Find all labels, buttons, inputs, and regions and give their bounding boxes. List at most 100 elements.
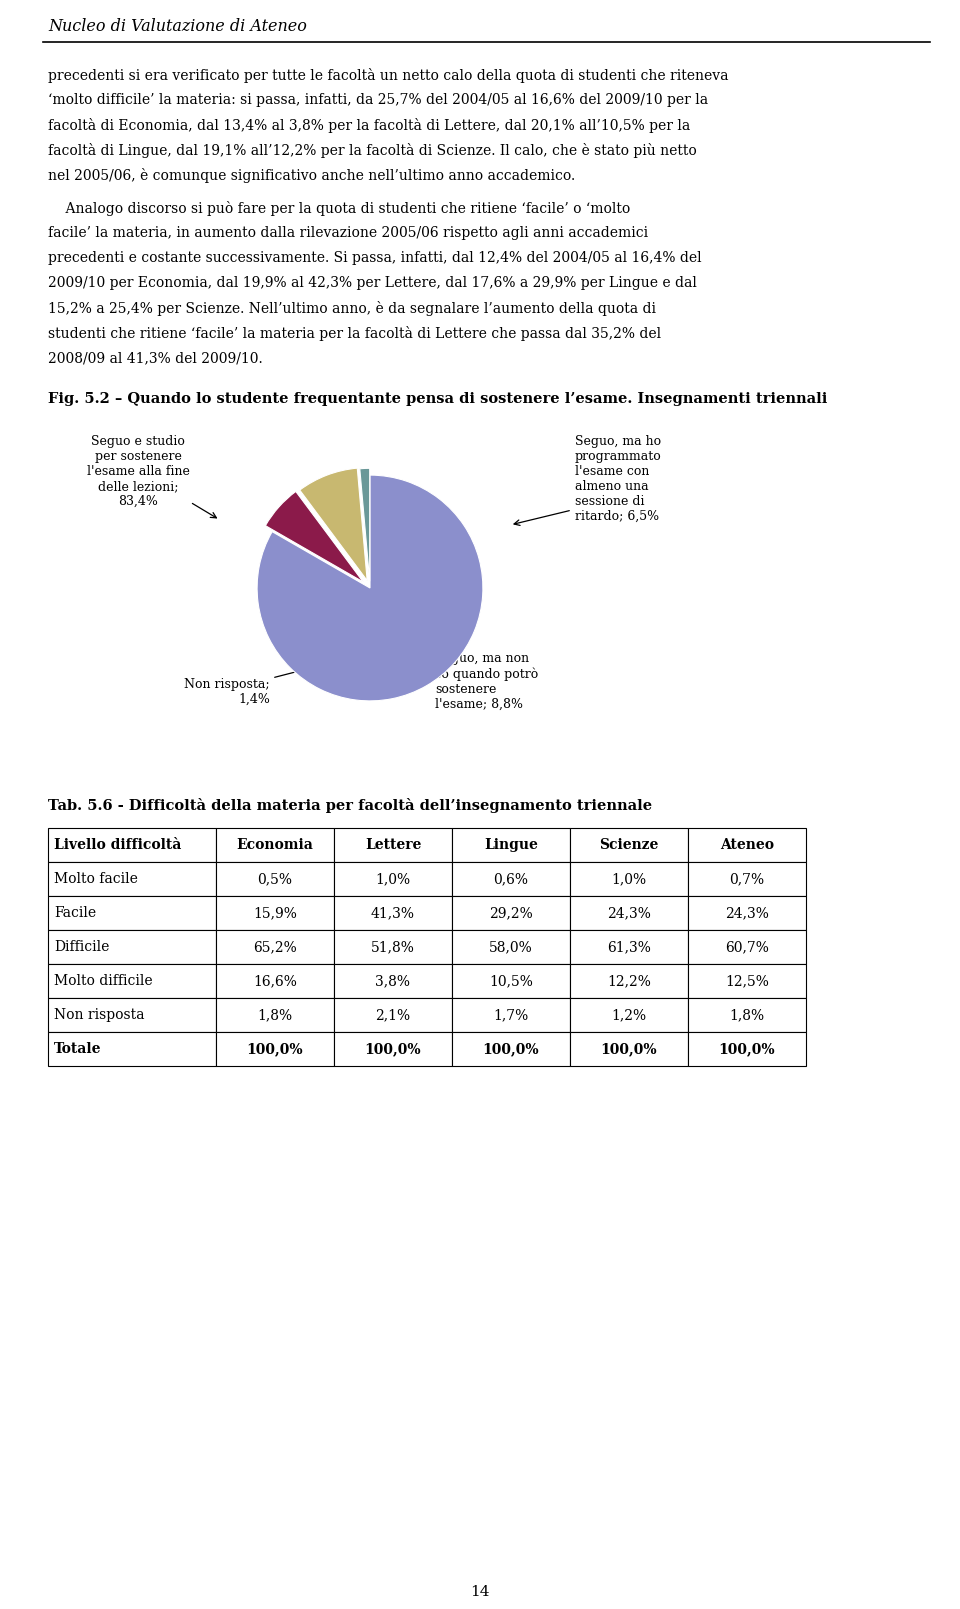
Text: 1,8%: 1,8%	[257, 1007, 293, 1022]
Bar	[688, 1031, 806, 1067]
Bar	[452, 964, 570, 998]
Bar	[48, 998, 216, 1031]
Text: 0,6%: 0,6%	[493, 872, 529, 887]
Text: Seguo, ma non
so quando potrò
sostenere
l'esame; 8,8%: Seguo, ma non so quando potrò sostenere …	[435, 652, 539, 711]
Bar	[452, 896, 570, 930]
Text: nel 2005/06, è comunque significativo anche nell’ultimo anno accademico.: nel 2005/06, è comunque significativo an…	[48, 167, 575, 183]
Text: 100,0%: 100,0%	[719, 1043, 776, 1056]
Text: Molto facile: Molto facile	[54, 872, 138, 887]
Bar	[216, 998, 334, 1031]
Text: 2008/09 al 41,3% del 2009/10.: 2008/09 al 41,3% del 2009/10.	[48, 351, 263, 365]
Text: Lingue: Lingue	[484, 838, 538, 853]
Bar	[570, 964, 688, 998]
Text: 12,2%: 12,2%	[607, 973, 651, 988]
Text: 100,0%: 100,0%	[365, 1043, 421, 1056]
Text: studenti che ritiene ‘facile’ la materia per la facoltà di Lettere che passa dal: studenti che ritiene ‘facile’ la materia…	[48, 327, 661, 341]
Bar	[216, 1031, 334, 1067]
Text: 41,3%: 41,3%	[371, 906, 415, 920]
Text: 12,5%: 12,5%	[725, 973, 769, 988]
Wedge shape	[257, 475, 483, 702]
Bar	[570, 896, 688, 930]
Bar	[216, 829, 334, 862]
Bar	[452, 998, 570, 1031]
Text: 100,0%: 100,0%	[601, 1043, 658, 1056]
Text: 24,3%: 24,3%	[607, 906, 651, 920]
Bar	[334, 998, 452, 1031]
Text: 2009/10 per Economia, dal 19,9% al 42,3% per Lettere, dal 17,6% a 29,9% per Ling: 2009/10 per Economia, dal 19,9% al 42,3%…	[48, 277, 697, 290]
Bar	[688, 930, 806, 964]
Text: 61,3%: 61,3%	[607, 940, 651, 954]
Text: 1,0%: 1,0%	[375, 872, 411, 887]
Bar	[452, 1031, 570, 1067]
Bar	[216, 930, 334, 964]
Bar	[334, 896, 452, 930]
Text: 14: 14	[470, 1585, 490, 1599]
Text: Analogo discorso si può fare per la quota di studenti che ritiene ‘facile’ o ‘mo: Analogo discorso si può fare per la quot…	[48, 201, 631, 216]
Bar	[570, 998, 688, 1031]
Wedge shape	[265, 491, 363, 582]
Text: Non risposta: Non risposta	[54, 1007, 145, 1022]
Text: 1,0%: 1,0%	[612, 872, 647, 887]
Text: Facile: Facile	[54, 906, 96, 920]
Bar	[216, 964, 334, 998]
Bar	[334, 964, 452, 998]
Text: 60,7%: 60,7%	[725, 940, 769, 954]
Text: facile’ la materia, in aumento dalla rilevazione 2005/06 rispetto agli anni acca: facile’ la materia, in aumento dalla ril…	[48, 225, 648, 240]
Bar	[688, 862, 806, 896]
Bar	[48, 862, 216, 896]
Bar	[48, 896, 216, 930]
Text: Scienze: Scienze	[599, 838, 659, 853]
Text: 10,5%: 10,5%	[489, 973, 533, 988]
Bar	[570, 930, 688, 964]
Text: Ateneo: Ateneo	[720, 838, 774, 853]
Text: Lettere: Lettere	[365, 838, 421, 853]
Text: Fig. 5.2 – Quando lo studente frequentante pensa di sostenere l’esame. Insegname: Fig. 5.2 – Quando lo studente frequentan…	[48, 393, 828, 405]
Text: 1,7%: 1,7%	[493, 1007, 529, 1022]
Text: Livello difficoltà: Livello difficoltà	[54, 838, 181, 853]
Text: 24,3%: 24,3%	[725, 906, 769, 920]
Bar	[688, 964, 806, 998]
Bar	[48, 1031, 216, 1067]
Text: Difficile: Difficile	[54, 940, 109, 954]
Text: Economia: Economia	[236, 838, 313, 853]
Text: 29,2%: 29,2%	[490, 906, 533, 920]
Text: 2,1%: 2,1%	[375, 1007, 411, 1022]
Text: Seguo, ma ho
programmato
l'esame con
almeno una
sessione di
ritardo; 6,5%: Seguo, ma ho programmato l'esame con alm…	[575, 434, 661, 523]
Bar	[334, 829, 452, 862]
Text: precedenti e costante successivamente. Si passa, infatti, dal 12,4% del 2004/05 : precedenti e costante successivamente. S…	[48, 251, 702, 265]
Bar	[570, 1031, 688, 1067]
Text: 0,7%: 0,7%	[730, 872, 764, 887]
Text: 15,2% a 25,4% per Scienze. Nell’ultimo anno, è da segnalare l’aumento della quot: 15,2% a 25,4% per Scienze. Nell’ultimo a…	[48, 301, 656, 315]
Bar	[570, 829, 688, 862]
Bar	[334, 862, 452, 896]
Text: 0,5%: 0,5%	[257, 872, 293, 887]
Bar	[48, 829, 216, 862]
Bar	[688, 829, 806, 862]
Text: 100,0%: 100,0%	[483, 1043, 540, 1056]
Text: precedenti si era verificato per tutte le facoltà un netto calo della quota di s: precedenti si era verificato per tutte l…	[48, 68, 729, 84]
Text: Totale: Totale	[54, 1043, 102, 1056]
Text: Nucleo di Valutazione di Ateneo: Nucleo di Valutazione di Ateneo	[48, 18, 307, 35]
Bar	[452, 930, 570, 964]
Text: 3,8%: 3,8%	[375, 973, 411, 988]
Text: 15,9%: 15,9%	[253, 906, 297, 920]
Text: 16,6%: 16,6%	[253, 973, 297, 988]
Wedge shape	[300, 468, 367, 581]
Bar	[452, 862, 570, 896]
Wedge shape	[360, 468, 370, 581]
Text: 65,2%: 65,2%	[253, 940, 297, 954]
Text: facoltà di Economia, dal 13,4% al 3,8% per la facoltà di Lettere, dal 20,1% all’: facoltà di Economia, dal 13,4% al 3,8% p…	[48, 117, 690, 134]
Text: ‘molto difficile’ la materia: si passa, infatti, da 25,7% del 2004/05 al 16,6% d: ‘molto difficile’ la materia: si passa, …	[48, 93, 708, 108]
Bar	[334, 930, 452, 964]
Text: 1,2%: 1,2%	[612, 1007, 647, 1022]
Text: facoltà di Lingue, dal 19,1% all’12,2% per la facoltà di Scienze. Il calo, che è: facoltà di Lingue, dal 19,1% all’12,2% p…	[48, 143, 697, 158]
Bar	[452, 829, 570, 862]
Text: Seguo e studio
per sostenere
l'esame alla fine
delle lezioni;
83,4%: Seguo e studio per sostenere l'esame all…	[86, 434, 189, 508]
Text: 100,0%: 100,0%	[247, 1043, 303, 1056]
Text: Molto difficile: Molto difficile	[54, 973, 153, 988]
Bar	[570, 862, 688, 896]
Bar	[48, 964, 216, 998]
Bar	[216, 862, 334, 896]
Bar	[334, 1031, 452, 1067]
Text: 58,0%: 58,0%	[490, 940, 533, 954]
